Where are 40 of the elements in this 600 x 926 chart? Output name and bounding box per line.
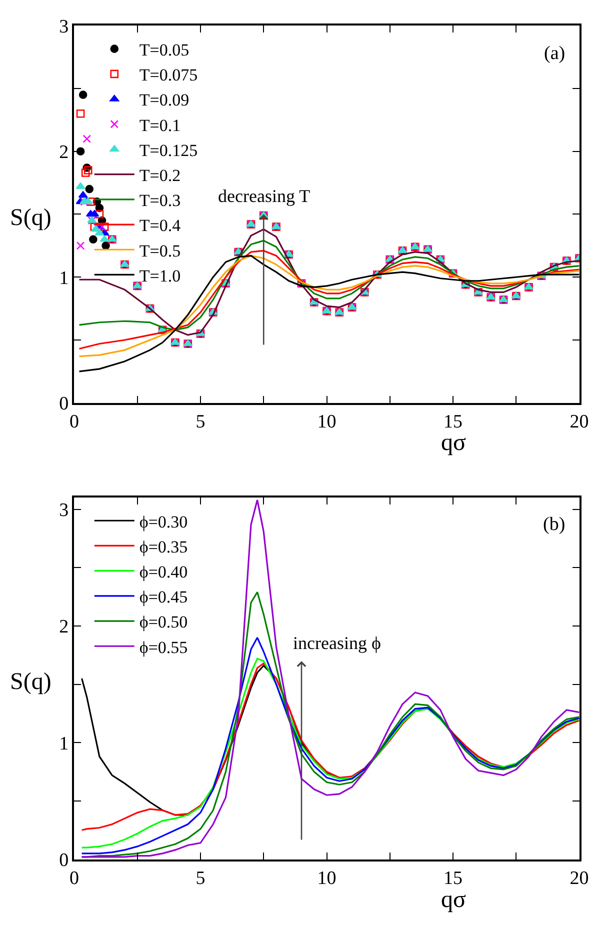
- x-tick-label: 15: [444, 868, 463, 889]
- legend-label: ϕ=0.40: [139, 562, 188, 582]
- annotation: (a): [544, 43, 566, 64]
- legend-label: T=1.0: [139, 266, 181, 286]
- legend-label: ϕ=0.55: [139, 638, 188, 657]
- legend-label: T=0.5: [139, 241, 181, 260]
- x-tick-label: 20: [570, 411, 589, 432]
- legend-label: T=0.05: [139, 40, 190, 60]
- y-tick-label: 2: [59, 616, 69, 638]
- x-tick-label: 20: [570, 868, 589, 889]
- y-axis-title: S(q): [10, 205, 52, 231]
- legend-label: T=0.3: [139, 191, 181, 210]
- y-tick-label: 1: [59, 268, 69, 289]
- y-tick-label: 1: [59, 733, 69, 754]
- legend-label: T=0.09: [139, 90, 190, 110]
- x-tick-label: 10: [317, 868, 336, 889]
- x-tick-label: 5: [196, 411, 206, 432]
- annotation: increasing ϕ: [293, 633, 381, 653]
- legend-label: T=0.075: [139, 66, 198, 85]
- legend-label: ϕ=0.35: [139, 537, 188, 556]
- legend-label: T=0.1: [139, 116, 181, 135]
- legend-label: ϕ=0.45: [139, 588, 188, 607]
- y-tick-label: 0: [59, 850, 69, 871]
- x-axis-title: qσ: [441, 887, 466, 913]
- legend-label: T=0.2: [139, 166, 181, 185]
- y-axis-title: S(q): [10, 669, 52, 695]
- y-tick-label: 2: [59, 142, 69, 164]
- y-tick-label: 3: [59, 500, 69, 521]
- x-tick-label: 5: [196, 868, 206, 889]
- legend-label: T=0.125: [139, 140, 198, 160]
- legend-label: ϕ=0.30: [139, 512, 188, 532]
- y-tick-label: 0: [59, 394, 69, 415]
- x-tick-label: 10: [317, 411, 336, 432]
- annotation: (b): [543, 514, 566, 535]
- x-tick-label: 15: [444, 411, 463, 432]
- y-tick-label: 3: [59, 16, 69, 38]
- legend-label: T=0.4: [139, 216, 182, 236]
- legend-label: ϕ=0.50: [139, 612, 188, 632]
- annotation: decreasing T: [218, 186, 310, 206]
- x-axis-title: qσ: [441, 430, 466, 456]
